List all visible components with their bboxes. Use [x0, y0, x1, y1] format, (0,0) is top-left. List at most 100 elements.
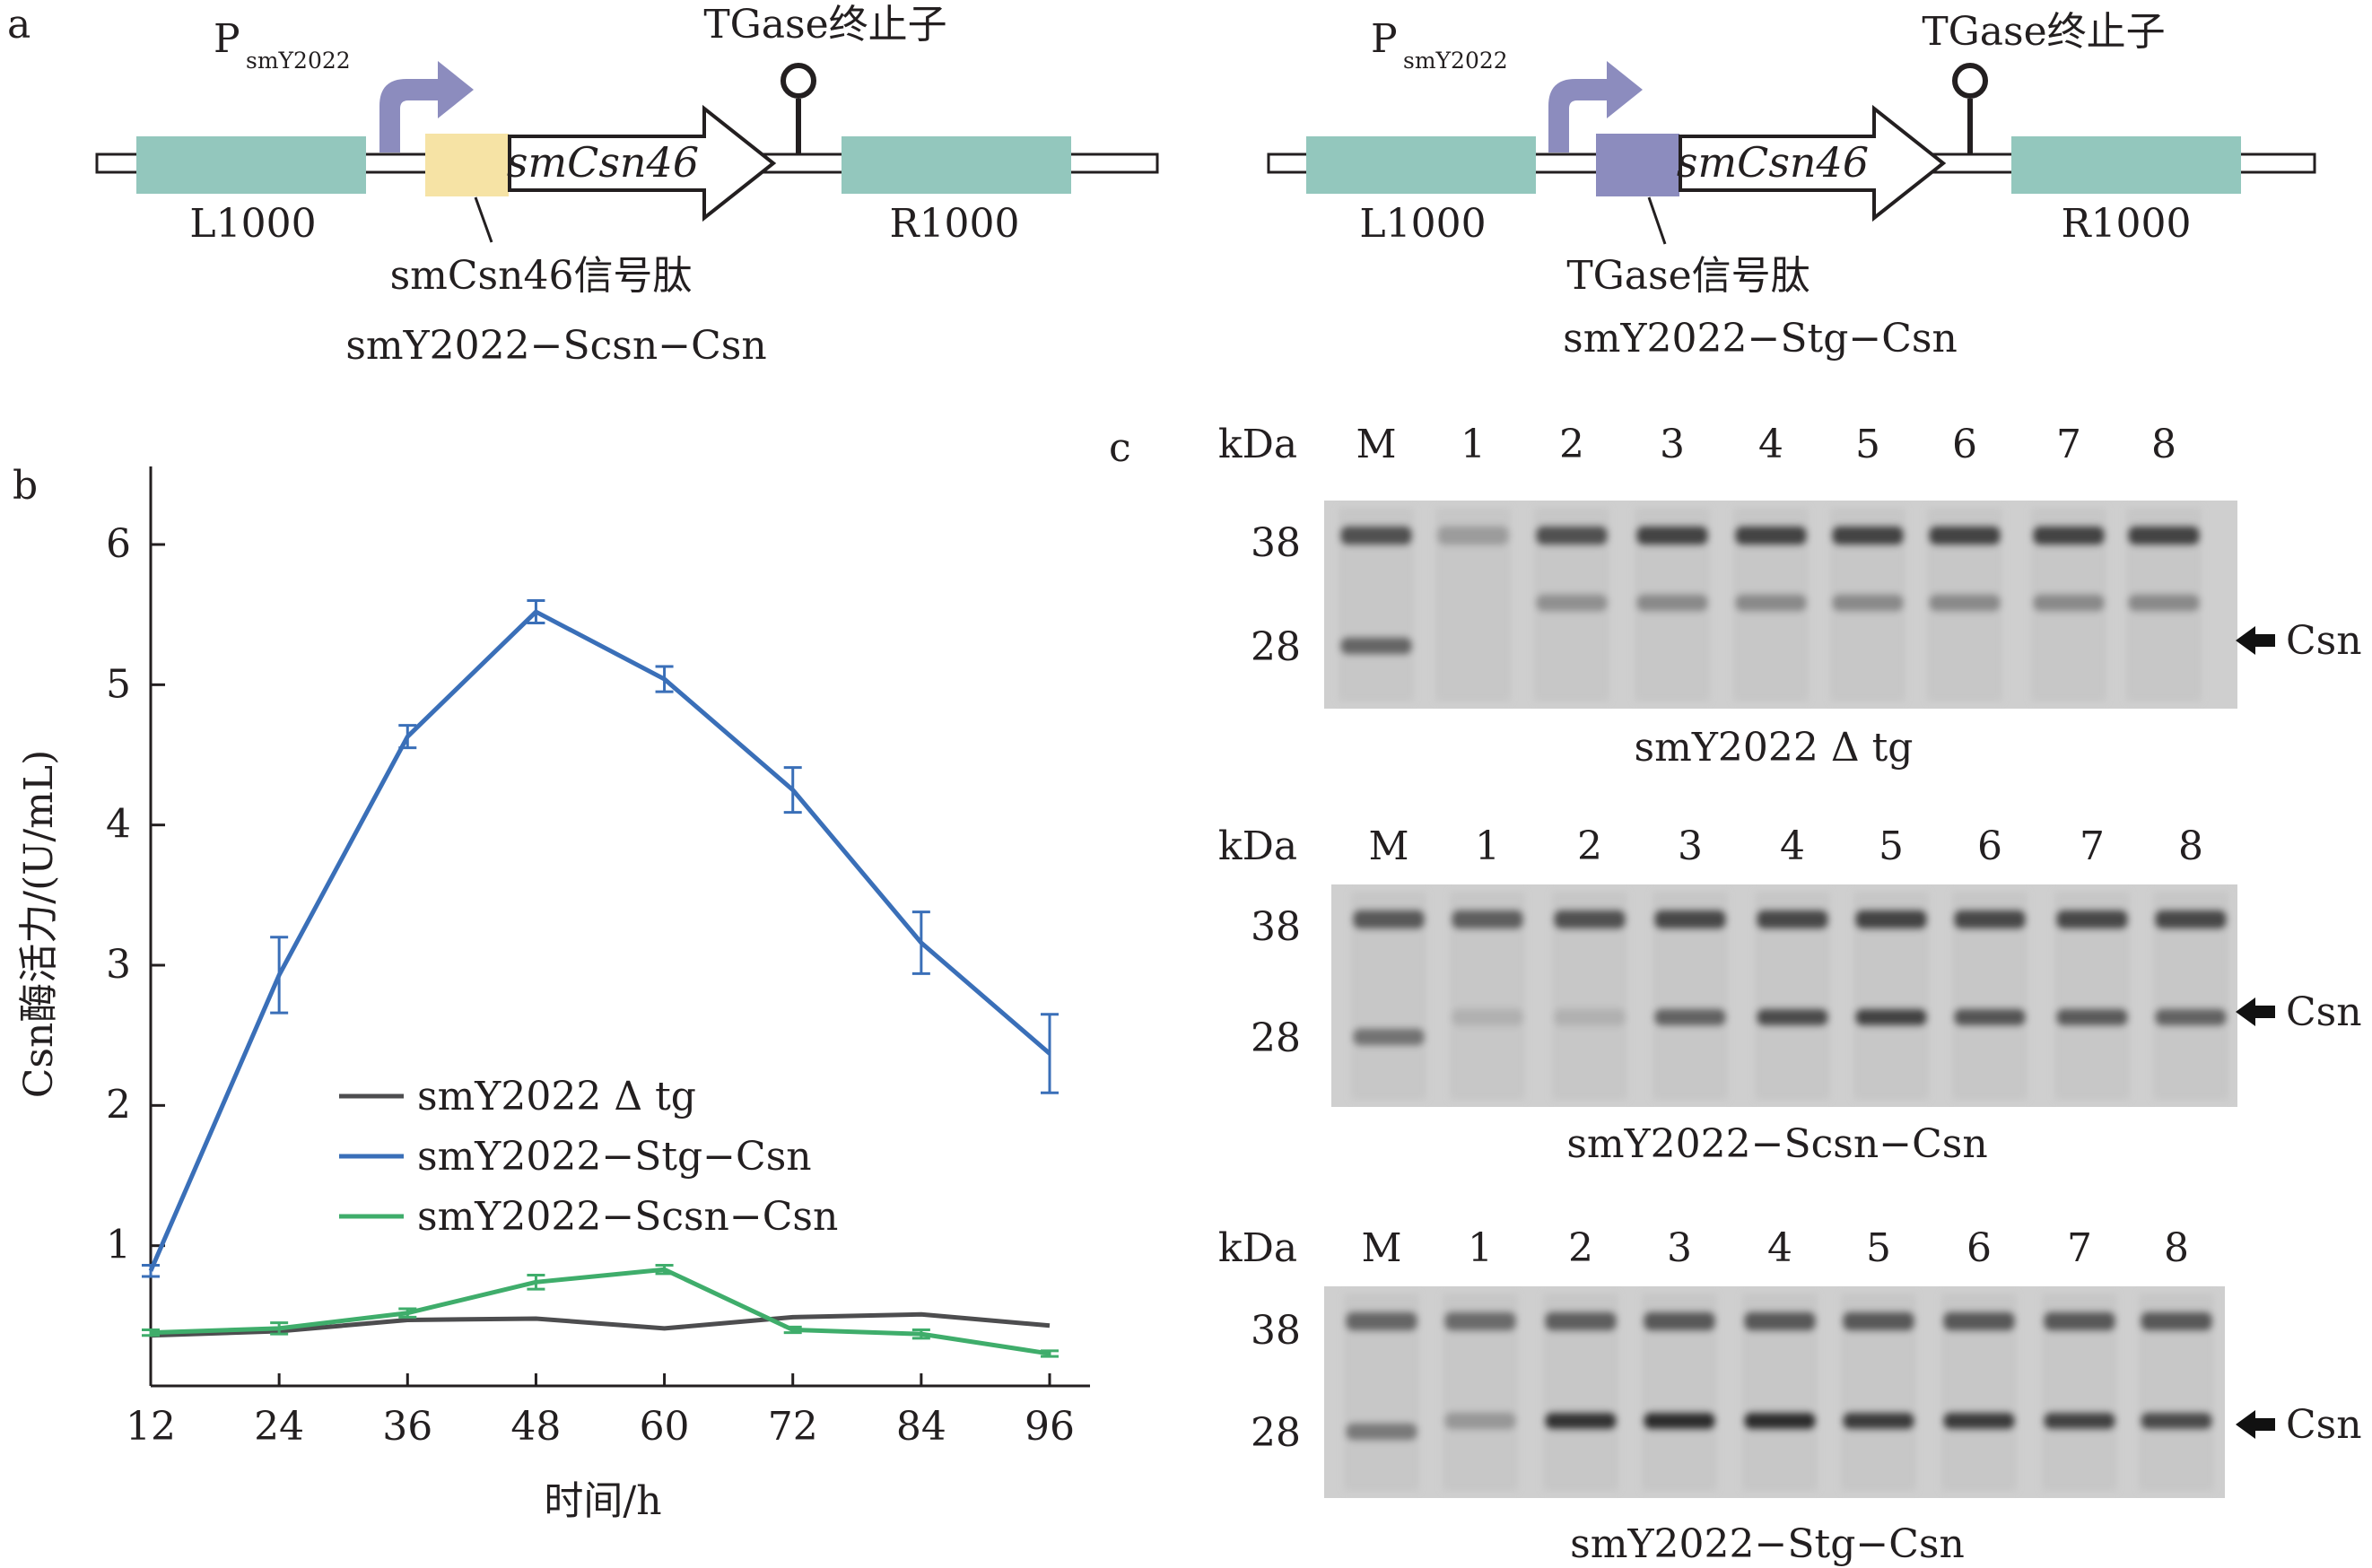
kda-label: kDa — [1218, 823, 1297, 869]
error-bar — [1041, 1349, 1059, 1358]
csn-band — [1452, 1008, 1523, 1026]
gene-arrow — [508, 104, 777, 222]
series-3: smY2022−Scsn−Csn — [142, 1194, 1059, 1358]
gel-name: smY2022−Stg−Csn — [1570, 1521, 1965, 1567]
legend-label: smY2022−Scsn−Csn — [417, 1194, 838, 1240]
x-tick-label: 48 — [510, 1404, 561, 1450]
promoter-subscript: smY2022 — [1403, 48, 1508, 74]
csn-band — [1832, 594, 1904, 612]
lane-label: 3 — [1660, 422, 1685, 467]
promoter-arrow-icon — [379, 61, 474, 152]
y-axis-label: Csn酶活力/(U/mL) — [16, 750, 62, 1099]
promoter-label: P — [214, 16, 240, 62]
lane-label: 8 — [2151, 422, 2176, 467]
csn-band — [1444, 1412, 1516, 1430]
band-38kda — [1757, 910, 1828, 929]
promoter-arrow-icon — [1548, 61, 1643, 152]
lane-label: 7 — [2080, 823, 2105, 869]
right-arm-block — [842, 136, 1071, 194]
gel-name: smY2022 Δ tg — [1635, 725, 1914, 771]
promoter-label: P — [1371, 16, 1398, 62]
signal-peptide-label: TGase信号肽 — [1566, 253, 1810, 299]
lane-label: 7 — [2056, 422, 2081, 467]
lane-label: 8 — [2164, 1225, 2189, 1271]
signal-leader-line — [1647, 196, 1667, 245]
lane-label: 3 — [1667, 1225, 1692, 1271]
right-arm-label: R1000 — [2061, 201, 2191, 247]
marker-38-label: 38 — [1251, 904, 1301, 950]
lane-label: M — [1356, 422, 1396, 467]
error-bar — [270, 1321, 289, 1336]
lane-label: 4 — [1780, 823, 1805, 869]
signal-peptide-label: smCsn46信号肽 — [390, 253, 693, 299]
csn-band — [2141, 1412, 2212, 1430]
series-line — [150, 1267, 1051, 1356]
csn-arrow-icon — [2236, 1410, 2275, 1439]
panel-b-label: b — [13, 463, 38, 509]
csn-band — [1554, 1008, 1626, 1026]
x-tick-label: 84 — [896, 1404, 946, 1450]
error-bar — [398, 724, 417, 750]
lane-label: 5 — [1866, 1225, 1891, 1271]
csn-band — [1954, 1008, 2026, 1026]
x-tick-label: 36 — [382, 1404, 432, 1450]
x-axis-label: 时间/h — [544, 1478, 661, 1524]
band-38kda — [1452, 910, 1523, 929]
lane-label: 4 — [1767, 1225, 1792, 1271]
lane-label: 1 — [1461, 422, 1486, 467]
lane-label: 5 — [1855, 422, 1880, 467]
csn-band — [1929, 594, 2001, 612]
lane-label: 1 — [1468, 1225, 1493, 1271]
band-38kda — [2056, 910, 2128, 929]
y-tick-label: 1 — [106, 1223, 131, 1268]
lane-label: 3 — [1678, 823, 1703, 869]
band-38kda — [1954, 910, 2026, 929]
csn-band — [2056, 1008, 2128, 1026]
marker-28-label: 28 — [1251, 624, 1301, 670]
csn-arrow-label: Csn — [2286, 989, 2362, 1035]
y-tick-label: 2 — [106, 1082, 131, 1128]
construct-name-right: smY2022−Stg−Csn — [1563, 316, 1958, 362]
error-bar — [783, 766, 802, 814]
kda-label: kDa — [1218, 422, 1297, 467]
x-tick-label: 72 — [768, 1404, 818, 1450]
x-tick-label: 12 — [126, 1404, 176, 1450]
right-arm-block — [2011, 136, 2241, 194]
gel-1: kDa M 1 2 3 4 5 6 7 8 38 28 Csn smY2022 Δ tg — [1218, 422, 2362, 771]
band-38kda — [1346, 1311, 1417, 1331]
gene-arrow — [1679, 104, 1947, 222]
csn-band — [2033, 594, 2105, 612]
marker-band-28kda — [1353, 1028, 1425, 1046]
lane-label: 6 — [1977, 823, 2002, 869]
band-38kda — [2141, 1311, 2212, 1331]
error-bar — [270, 936, 289, 1015]
x-tick-label: 24 — [254, 1404, 304, 1450]
error-bar — [527, 1273, 545, 1291]
gel-name: smY2022−Scsn−Csn — [1566, 1121, 1987, 1167]
construct-left: smCsn46 P smY2022 TGase终止子 L1000 R1000 s… — [95, 2, 1159, 369]
lane-label: M — [1361, 1225, 1401, 1271]
y-tick-label: 6 — [106, 521, 131, 567]
band-38kda — [1644, 1311, 1715, 1331]
band-38kda — [1437, 526, 1509, 545]
band-38kda — [1554, 910, 1626, 929]
gel-bands — [1339, 508, 2202, 701]
lane-label: 2 — [1577, 823, 1602, 869]
csn-arrow-icon — [2236, 997, 2275, 1026]
terminator-label: TGase终止子 — [1922, 9, 2165, 55]
band-38kda — [1636, 526, 1708, 545]
band-38kda — [1735, 526, 1807, 545]
gel-3: kDa M 1 2 3 4 5 6 7 8 38 28 Csn smY2022−Stg−Csn — [1218, 1225, 2362, 1567]
csn-band — [2155, 1008, 2227, 1026]
lane-label: M — [1368, 823, 1408, 869]
csn-band — [1636, 594, 1708, 612]
x-tick-label: 60 — [640, 1404, 690, 1450]
band-38kda — [1654, 910, 1726, 929]
csn-band — [2128, 594, 2200, 612]
csn-arrow-icon — [2236, 626, 2275, 655]
series-2: smY2022−Stg−Csn — [142, 599, 1059, 1278]
csn-band — [1644, 1412, 1715, 1430]
y-tick-label: 4 — [106, 802, 131, 848]
y-tick-label: 5 — [106, 661, 131, 707]
